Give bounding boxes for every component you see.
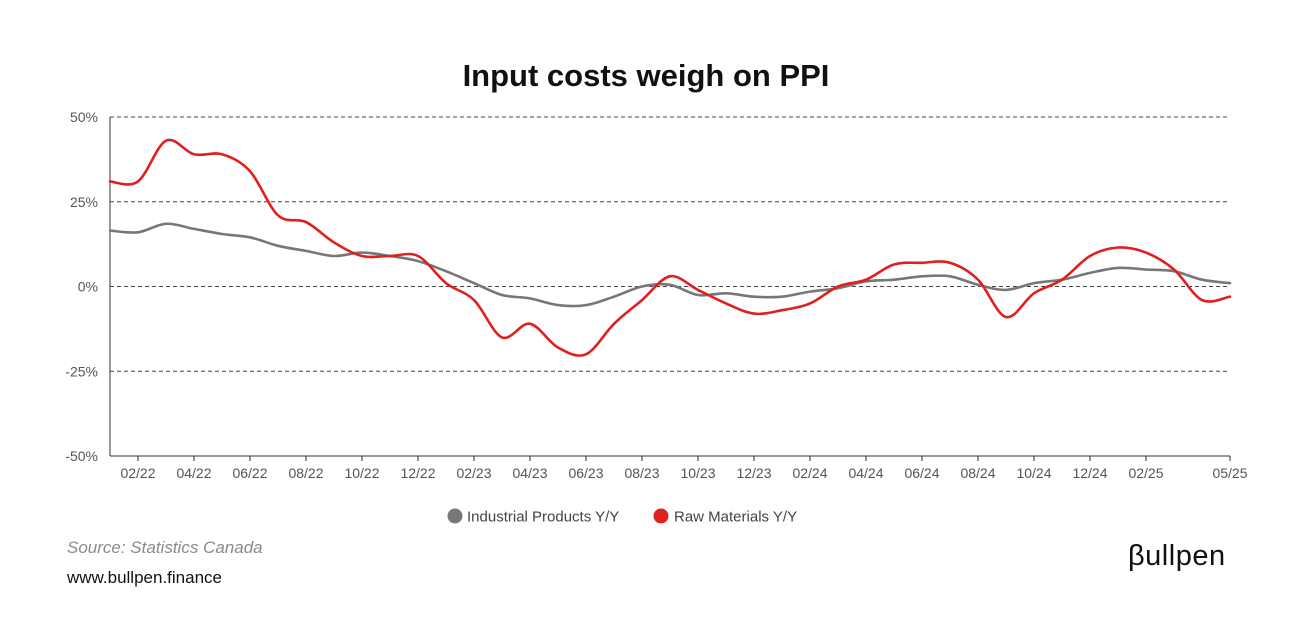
x-tick-label: 08/23 (624, 465, 659, 481)
x-tick-label: 08/22 (288, 465, 323, 481)
y-tick-label: -50% (65, 448, 98, 464)
series-line-raw-materials (108, 138, 1232, 357)
series-lines (108, 138, 1232, 357)
gridlines (110, 116, 1230, 372)
x-tick-label: 12/24 (1072, 465, 1107, 481)
x-tick-label: 12/22 (400, 465, 435, 481)
x-tick-label: 12/23 (736, 465, 771, 481)
y-tick-label: 25% (70, 194, 98, 210)
y-tick-label: 0% (78, 279, 98, 295)
website-link[interactable]: www.bullpen.finance (67, 568, 222, 587)
source-note: Source: Statistics Canada (67, 538, 263, 557)
y-tick-labels: 50% 25% 0% -25% -50% (65, 109, 98, 464)
axes (109, 117, 1231, 461)
legend-marker (653, 508, 669, 524)
y-tick-label: 50% (70, 109, 98, 125)
x-tick-label: 04/24 (848, 465, 883, 481)
legend-label: Raw Materials Y/Y (674, 509, 797, 526)
x-tick-label: 02/23 (456, 465, 491, 481)
x-tick-label: 06/24 (904, 465, 939, 481)
x-tick-label: 04/22 (176, 465, 211, 481)
x-tick-label: 02/24 (792, 465, 827, 481)
series-line-industrial-products (108, 222, 1232, 308)
x-tick-label: 06/22 (232, 465, 267, 481)
x-tick-label: 04/23 (512, 465, 547, 481)
legend-label: Industrial Products Y/Y (467, 509, 619, 526)
brand-logo: βullpen (1128, 540, 1226, 572)
x-tick-label: 10/24 (1016, 465, 1051, 481)
x-tick-labels: 02/22 04/22 06/22 08/22 10/22 12/22 02/23 04/23… (120, 465, 1247, 481)
x-tick-label: 02/22 (120, 465, 155, 481)
x-tick-label: 10/22 (344, 465, 379, 481)
y-tick-label: -25% (65, 363, 98, 379)
legend: Industrial Products Y/Y Raw Materials Y/Y (447, 508, 797, 526)
chart-title: Input costs weigh on PPI (463, 58, 830, 93)
x-tick-label: 10/23 (680, 465, 715, 481)
x-tick-label: 05/25 (1212, 465, 1247, 481)
x-tick-label: 08/24 (960, 465, 995, 481)
legend-marker (447, 508, 463, 524)
x-tick-label: 06/23 (568, 465, 603, 481)
x-tick-label: 02/25 (1128, 465, 1163, 481)
